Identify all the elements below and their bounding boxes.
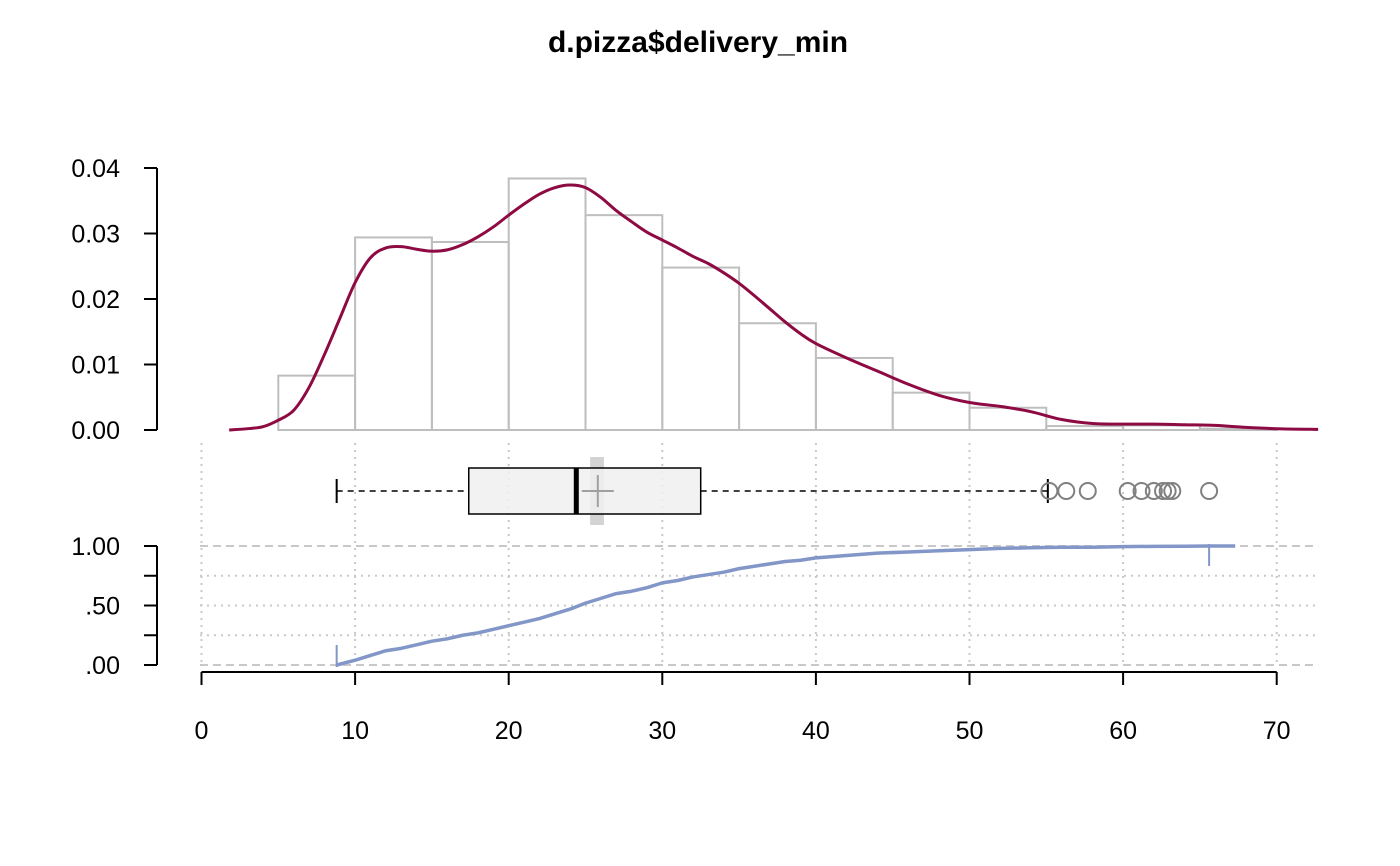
x-tick-label: 40	[802, 717, 830, 745]
histogram-bar	[738, 322, 817, 431]
histogram-bar	[661, 266, 741, 431]
outlier-point	[1078, 482, 1097, 500]
outlier-point	[1132, 482, 1151, 500]
x-tick-label: 10	[341, 717, 369, 745]
histogram-bar	[814, 356, 894, 432]
chart-title: d.pizza$delivery_min	[548, 26, 848, 59]
outlier-point	[1118, 482, 1137, 500]
outlier-point	[1200, 482, 1219, 500]
ecdf-y-tick-label: .00	[85, 652, 120, 680]
outlier-point	[1163, 482, 1182, 500]
histogram-panel: 0.00 0.01 0.02 0.03 0.04	[71, 155, 1319, 445]
ecdf-panel: 1.00 .50 .00 0 10 20 30 40 50 60 70	[71, 533, 1319, 745]
x-tick-label: 70	[1263, 717, 1291, 745]
histogram-y-tick-label: 0.00	[71, 417, 120, 445]
histogram-bar	[430, 241, 510, 431]
x-tick-label: 20	[495, 717, 523, 745]
histogram-y-tick-label: 0.04	[71, 155, 120, 183]
histogram-y-tick-label: 0.01	[71, 352, 120, 380]
density-curve	[229, 183, 1319, 432]
histogram-bar	[1045, 425, 1125, 432]
histogram-bar	[354, 236, 433, 431]
histogram-bar	[507, 177, 587, 431]
ecdf-y-tick-label: .50	[85, 593, 120, 621]
histogram-bar	[891, 391, 971, 432]
x-tick-label: 60	[1109, 717, 1137, 745]
outlier-point	[1158, 482, 1177, 500]
ecdf-y-tick-label: 1.00	[71, 533, 120, 561]
outlier-point	[1057, 482, 1076, 500]
x-tick-label: 30	[648, 717, 676, 745]
x-tick-label: 0	[195, 717, 209, 745]
histogram-y-tick-label: 0.03	[71, 221, 120, 249]
histogram-bar	[277, 374, 357, 432]
outlier-point	[1144, 482, 1163, 500]
histogram-bar	[584, 214, 664, 431]
outlier-point	[1154, 482, 1173, 500]
x-tick-label: 50	[956, 717, 984, 745]
boxplot-panel	[200, 443, 1278, 665]
ecdf-curve	[336, 544, 1236, 667]
histogram-y-tick-label: 0.02	[71, 286, 120, 314]
